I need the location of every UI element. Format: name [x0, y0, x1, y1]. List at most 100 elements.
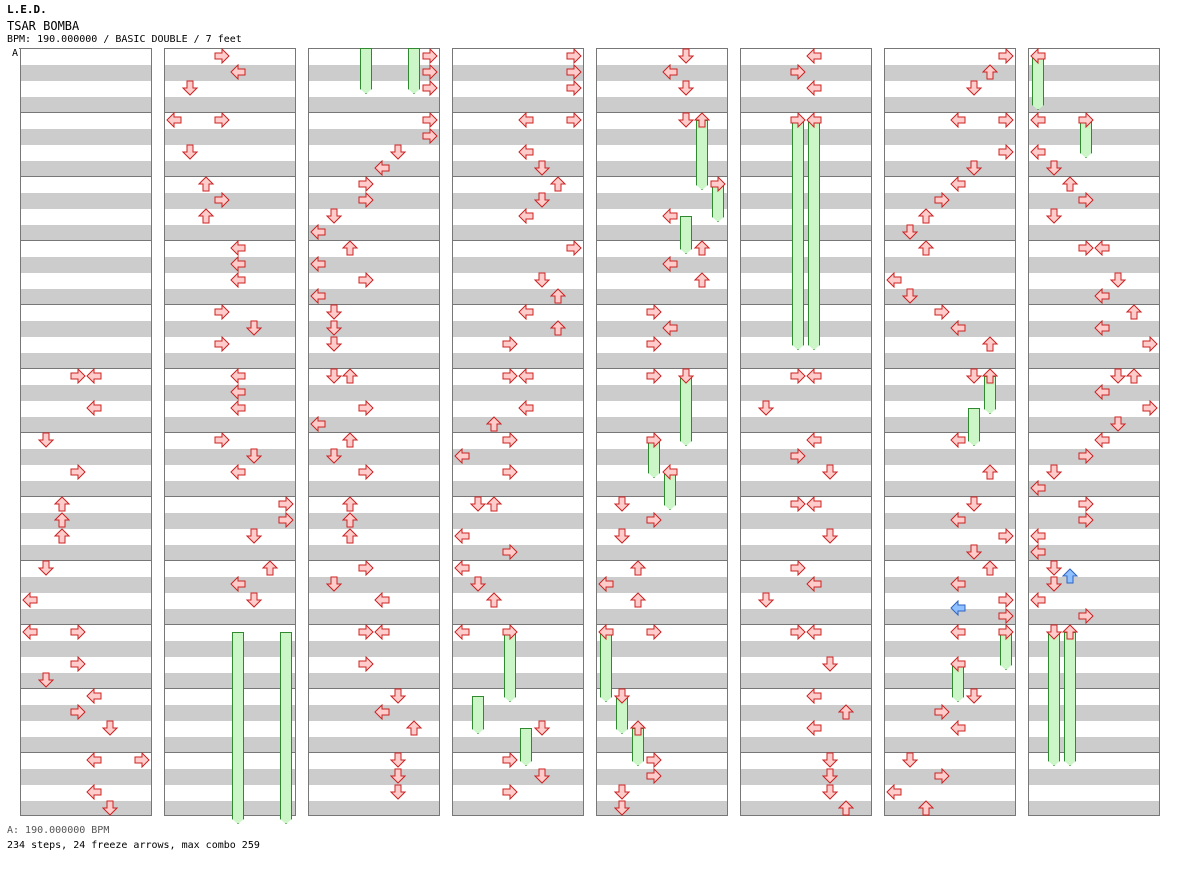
freeze-arrow-icon: [232, 632, 244, 824]
step-arrow-icon: [678, 368, 694, 384]
step-arrow-icon: [390, 688, 406, 704]
measure-line: [309, 560, 439, 561]
measure-line: [597, 112, 727, 113]
step-arrow-icon: [70, 656, 86, 672]
step-arrow-icon: [342, 240, 358, 256]
step-arrow-icon: [246, 592, 262, 608]
step-arrow-icon: [38, 560, 54, 576]
step-arrow-icon: [806, 432, 822, 448]
step-arrow-icon: [1030, 528, 1046, 544]
step-arrow-icon: [102, 720, 118, 736]
step-arrow-icon: [1046, 624, 1062, 640]
step-arrow-icon: [982, 560, 998, 576]
measure-line: [597, 368, 727, 369]
step-arrow-icon: [806, 496, 822, 512]
step-arrow-icon: [646, 304, 662, 320]
step-arrow-icon: [502, 432, 518, 448]
measure-line: [1029, 496, 1159, 497]
step-arrow-icon: [1078, 112, 1094, 128]
measure-line: [21, 368, 151, 369]
measure-line: [885, 176, 1015, 177]
measure-line: [309, 432, 439, 433]
measure-line: [741, 240, 871, 241]
step-arrow-icon: [342, 528, 358, 544]
step-arrow-icon: [662, 464, 678, 480]
freeze-arrow-icon: [696, 120, 708, 190]
measure-line: [741, 432, 871, 433]
step-arrow-icon: [790, 496, 806, 512]
step-arrow-icon: [966, 544, 982, 560]
chart-column: [452, 48, 584, 816]
step-arrow-icon: [358, 176, 374, 192]
freeze-arrow-icon: [968, 408, 980, 446]
measure-line: [597, 688, 727, 689]
freeze-arrow-icon: [680, 216, 692, 254]
measure-line: [885, 688, 1015, 689]
freeze-arrow-icon: [280, 632, 292, 824]
measure-line: [885, 560, 1015, 561]
step-arrow-icon: [646, 432, 662, 448]
step-arrow-icon: [966, 160, 982, 176]
step-arrow-icon: [566, 80, 582, 96]
step-arrow-icon: [310, 416, 326, 432]
step-arrow-icon: [646, 368, 662, 384]
step-arrow-icon: [534, 192, 550, 208]
measure-line: [21, 624, 151, 625]
step-arrow-icon: [22, 624, 38, 640]
step-arrow-icon: [694, 240, 710, 256]
step-arrow-icon: [454, 560, 470, 576]
step-arrow-icon: [534, 720, 550, 736]
step-arrow-icon: [134, 752, 150, 768]
step-arrow-icon: [790, 560, 806, 576]
step-arrow-icon: [38, 432, 54, 448]
step-arrow-icon: [982, 64, 998, 80]
step-arrow-icon: [1078, 240, 1094, 256]
step-arrow-icon: [326, 576, 342, 592]
measure-line: [1029, 240, 1159, 241]
step-arrow-icon: [1094, 384, 1110, 400]
chart-stats: 234 steps, 24 freeze arrows, max combo 2…: [7, 840, 260, 851]
step-arrow-icon: [918, 240, 934, 256]
step-arrow-icon: [214, 304, 230, 320]
step-arrow-icon: [806, 80, 822, 96]
step-arrow-icon: [614, 688, 630, 704]
measure-line: [885, 112, 1015, 113]
step-arrow-icon: [54, 496, 70, 512]
measure-line: [741, 496, 871, 497]
step-arrow-icon: [518, 112, 534, 128]
step-arrow-icon: [342, 432, 358, 448]
freeze-arrow-icon: [472, 696, 484, 734]
freeze-arrow-icon: [1064, 632, 1076, 766]
step-arrow-icon: [342, 512, 358, 528]
step-arrow-icon: [1046, 160, 1062, 176]
step-arrow-icon: [998, 624, 1014, 640]
step-arrow-icon: [246, 448, 262, 464]
step-arrow-icon: [630, 720, 646, 736]
chart-info: BPM: 190.000000 / BASIC DOUBLE / 7 feet: [7, 34, 242, 45]
freeze-arrow-icon: [1032, 56, 1044, 110]
step-arrow-icon: [230, 576, 246, 592]
measure-line: [741, 176, 871, 177]
measure-line: [597, 240, 727, 241]
step-arrow-icon: [518, 400, 534, 416]
step-arrow-icon: [486, 496, 502, 512]
step-arrow-icon: [806, 48, 822, 64]
measure-line: [1029, 176, 1159, 177]
measure-line: [21, 112, 151, 113]
step-arrow-icon: [230, 64, 246, 80]
step-arrow-icon: [1046, 208, 1062, 224]
step-arrow-icon: [390, 144, 406, 160]
step-arrow-icon: [1094, 432, 1110, 448]
measure-line: [309, 176, 439, 177]
measure-line: [309, 624, 439, 625]
step-arrow-icon: [950, 720, 966, 736]
measure-line: [1029, 688, 1159, 689]
step-arrow-icon: [822, 528, 838, 544]
step-arrow-icon: [998, 112, 1014, 128]
step-arrow-icon: [646, 336, 662, 352]
step-arrow-icon: [214, 336, 230, 352]
step-arrow-icon: [454, 448, 470, 464]
step-arrow-icon: [54, 528, 70, 544]
measure-line: [309, 304, 439, 305]
step-arrow-icon: [502, 624, 518, 640]
